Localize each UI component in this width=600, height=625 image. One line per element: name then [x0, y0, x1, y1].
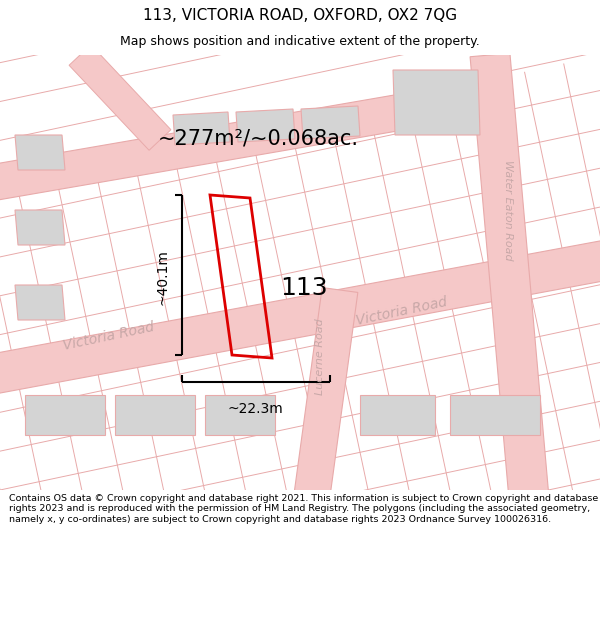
- Polygon shape: [0, 78, 503, 208]
- Polygon shape: [236, 109, 295, 142]
- Polygon shape: [360, 395, 435, 435]
- Polygon shape: [301, 106, 360, 139]
- Polygon shape: [0, 232, 600, 402]
- Polygon shape: [69, 45, 171, 150]
- Polygon shape: [15, 285, 65, 320]
- Text: 113, VICTORIA ROAD, OXFORD, OX2 7QG: 113, VICTORIA ROAD, OXFORD, OX2 7QG: [143, 8, 457, 23]
- Text: Lucerne Road: Lucerne Road: [315, 318, 325, 395]
- Polygon shape: [25, 395, 105, 435]
- Polygon shape: [470, 53, 550, 512]
- Polygon shape: [15, 135, 65, 170]
- Polygon shape: [205, 395, 275, 435]
- Text: ~40.1m: ~40.1m: [155, 249, 169, 305]
- Polygon shape: [292, 288, 358, 512]
- Polygon shape: [115, 395, 195, 435]
- Text: Water Eaton Road: Water Eaton Road: [503, 159, 513, 260]
- Text: Victoria Road: Victoria Road: [62, 320, 156, 353]
- Text: Map shows position and indicative extent of the property.: Map shows position and indicative extent…: [120, 35, 480, 48]
- Text: Victoria Road: Victoria Road: [355, 295, 449, 328]
- Polygon shape: [15, 210, 65, 245]
- Polygon shape: [393, 70, 480, 135]
- Polygon shape: [450, 395, 540, 435]
- Text: ~22.3m: ~22.3m: [227, 402, 283, 416]
- Text: ~277m²/~0.068ac.: ~277m²/~0.068ac.: [158, 129, 359, 149]
- Text: Contains OS data © Crown copyright and database right 2021. This information is : Contains OS data © Crown copyright and d…: [9, 494, 598, 524]
- Polygon shape: [173, 112, 230, 145]
- Text: 113: 113: [280, 276, 328, 300]
